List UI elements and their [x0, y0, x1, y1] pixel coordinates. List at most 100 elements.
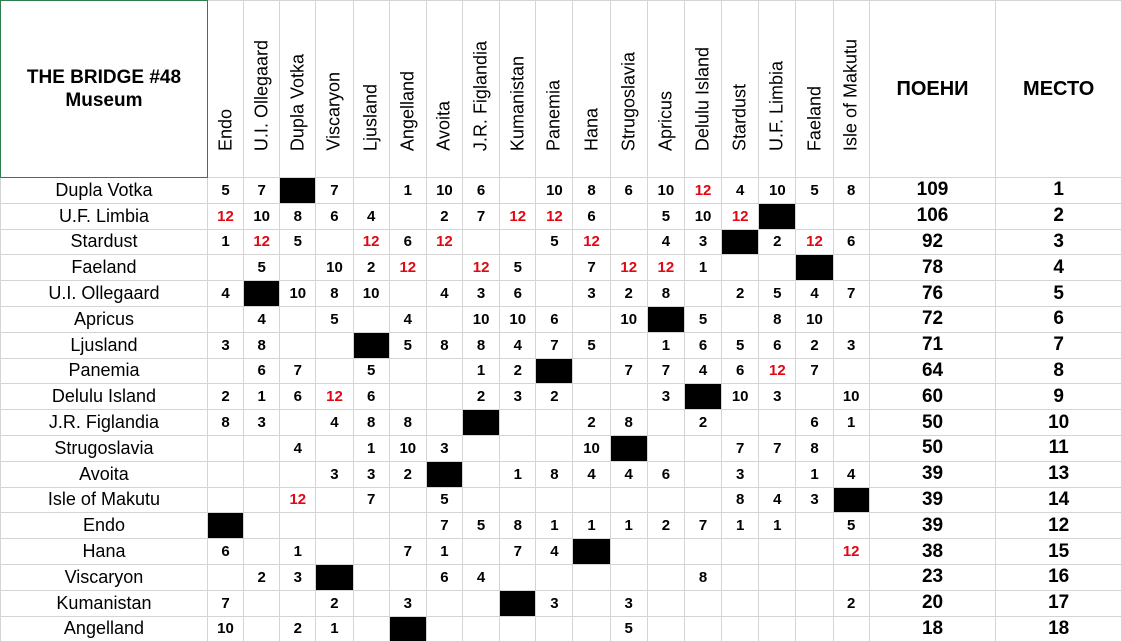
self-vote-cell [352, 331, 390, 359]
score-cell: 7 [795, 357, 834, 385]
score-cell [388, 383, 427, 411]
total-points: 64 [868, 357, 997, 385]
self-vote-cell [499, 589, 537, 617]
table-row: Viscaryon 2 3 6 4 8 23 16 [0, 563, 1122, 591]
score-cell: 4 [462, 563, 501, 591]
score-cell [279, 409, 317, 436]
score-cell [795, 202, 834, 230]
score-cell: 1 [499, 460, 537, 488]
score-cell [572, 563, 611, 591]
column-header-label: Stardust [729, 83, 750, 151]
final-place: 12 [995, 512, 1122, 540]
score-cell: 10 [462, 305, 501, 333]
score-cell [243, 589, 281, 617]
score-cell: 8 [683, 563, 723, 591]
score-cell [572, 383, 611, 411]
points-header: ПОЕНИ [868, 0, 997, 178]
score-cell: 7 [721, 434, 760, 462]
column-header: Hana [572, 0, 611, 178]
score-cell [315, 538, 354, 565]
score-cell: 1 [462, 357, 501, 385]
score-cell: 8 [609, 409, 648, 436]
score-cell: 5 [535, 228, 574, 256]
score-cell [279, 305, 317, 333]
score-cell: 3 [352, 460, 390, 488]
score-cell: 10 [243, 202, 281, 230]
score-cell: 1 [646, 331, 685, 359]
column-header: Endo [206, 0, 245, 178]
score-cell: 8 [315, 280, 354, 307]
column-header-label: Delulu Island [692, 46, 713, 151]
score-cell: 7 [572, 254, 611, 282]
country-name: Panemia [0, 357, 208, 385]
table-row: J.R. Figlandia 8 3 4 8 8 2 8 2 6 1 50 10 [0, 409, 1122, 436]
score-cell: 10 [795, 305, 834, 333]
title-line-1: THE BRIDGE #48 [26, 67, 182, 88]
score-cell [758, 538, 797, 565]
score-cell [388, 280, 427, 307]
final-place: 11 [995, 434, 1122, 462]
table-title: THE BRIDGE #48 Museum [0, 0, 208, 178]
country-name: Hana [0, 538, 208, 565]
total-points: 60 [868, 383, 997, 411]
country-name: Faeland [0, 254, 208, 282]
score-cell [758, 409, 797, 436]
country-name: Delulu Island [0, 383, 208, 411]
score-cell: 8 [206, 409, 245, 436]
column-header: Angelland [388, 0, 427, 178]
score-cell: 7 [609, 357, 648, 385]
column-header: Apricus [646, 0, 685, 178]
column-header-label: U.I. Ollegaard [251, 39, 272, 151]
final-place: 17 [995, 589, 1122, 617]
score-cell [795, 538, 834, 565]
title-line-2: Museum [65, 90, 143, 111]
score-cell [795, 615, 834, 642]
score-cell: 6 [832, 228, 870, 256]
column-header: Kumanistan [499, 0, 537, 178]
score-cell: 7 [206, 589, 245, 617]
score-cell [572, 615, 611, 642]
score-cell: 5 [279, 228, 317, 256]
score-cell: 2 [388, 460, 427, 488]
table-row: U.I. Ollegaard 4 10 8 10 4 3 6 3 2 8 2 5 4 7 76 5 [0, 280, 1122, 307]
country-name: J.R. Figlandia [0, 409, 208, 436]
table-row: Stardust 1 12 5 12 6 12 5 12 4 3 2 12 6 92 3 [0, 228, 1122, 256]
column-header-label: Hana [581, 107, 602, 151]
score-cell: 3 [279, 563, 317, 591]
score-cell: 1 [721, 512, 760, 540]
score-cell [352, 563, 390, 591]
score-cell: 5 [832, 512, 870, 540]
score-cell [352, 615, 390, 642]
total-points: 50 [868, 434, 997, 462]
score-cell: 3 [832, 331, 870, 359]
score-cell [462, 615, 501, 642]
score-cell: 10 [535, 177, 574, 204]
self-vote-cell [721, 228, 760, 256]
total-points: 39 [868, 486, 997, 514]
column-header: Avoita [425, 0, 464, 178]
score-cell [795, 383, 834, 411]
score-cell: 12 [352, 228, 390, 256]
score-cell: 3 [206, 331, 245, 359]
score-cell: 2 [721, 280, 760, 307]
header-row: THE BRIDGE #48 Museum Endo U.I. Ollegaard… [0, 0, 1122, 178]
final-place: 3 [995, 228, 1122, 256]
score-cell: 8 [243, 331, 281, 359]
score-cell [315, 357, 354, 385]
score-cell: 10 [315, 254, 354, 282]
score-cell: 6 [315, 202, 354, 230]
score-cell [683, 434, 723, 462]
country-name: Ljusland [0, 331, 208, 359]
country-name: U.I. Ollegaard [0, 280, 208, 307]
score-cell [206, 563, 245, 591]
score-cell [462, 589, 501, 617]
score-cell: 4 [535, 538, 574, 565]
table-row: Dupla Votka 5 7 7 1 10 6 10 8 6 10 12 4 10 5 8 109 1 [0, 177, 1122, 204]
total-points: 92 [868, 228, 997, 256]
score-cell [646, 409, 685, 436]
score-cell: 12 [572, 228, 611, 256]
score-cell: 3 [572, 280, 611, 307]
score-cell [535, 486, 574, 514]
score-cell [279, 254, 317, 282]
score-cell: 3 [683, 228, 723, 256]
